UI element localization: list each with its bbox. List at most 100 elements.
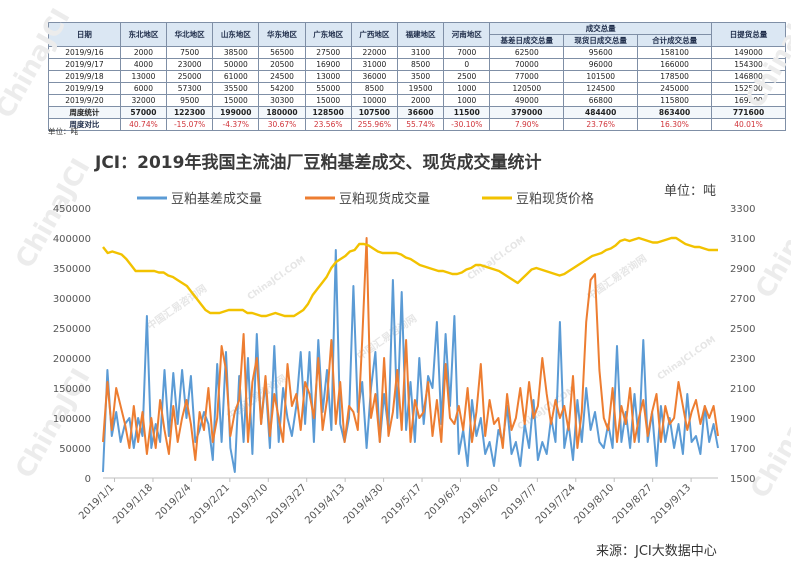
table-cell: 36000	[350, 70, 398, 83]
watermark-text: ChinaJCI	[750, 184, 791, 304]
x-tick-label: 2019/6/3	[423, 482, 463, 522]
table-cell: 55.74%	[396, 118, 445, 131]
table-cell: 24500	[258, 70, 306, 83]
table-cell: 36600	[396, 106, 445, 119]
x-tick-label: 2019/1/18	[111, 482, 155, 526]
table-cell: 8500	[350, 82, 398, 95]
y-right-tick-label: 3100	[730, 234, 755, 245]
table-cell-date: 2019/9/17	[48, 58, 121, 71]
table-body: 2019/9/16 2000 7500 38500 56500 27500 22000 310…	[48, 46, 786, 131]
table-cell: 7.90%	[489, 118, 565, 131]
y-left-tick-label: 150000	[53, 384, 91, 395]
table-cell: 6000	[119, 82, 168, 95]
table-cell-date: 2019/9/18	[48, 70, 121, 83]
table-cell-date: 周度对比	[48, 118, 121, 131]
table-header-total-volume: 成交总量	[489, 22, 713, 35]
table-cell-date: 2019/9/19	[48, 82, 121, 95]
table-cell: 124500	[563, 82, 639, 95]
y-right-tick-label: 2500	[730, 324, 755, 335]
x-tick-label: 2019/7/24	[534, 482, 578, 526]
table-cell-date: 2019/9/20	[48, 94, 121, 107]
y-left-tick-label: 400000	[53, 234, 91, 245]
table-cell: 95600	[563, 46, 639, 59]
table-cell: 120500	[489, 82, 565, 95]
table-cell: 3500	[396, 70, 445, 83]
table-cell: 0	[443, 58, 491, 71]
table-cell: 128500	[304, 106, 352, 119]
table-cell: 31000	[350, 58, 398, 71]
table-cell: 62500	[489, 46, 565, 59]
y-left-tick-label: 50000	[59, 444, 91, 455]
watermark-text: ChinaJCI	[740, 0, 791, 114]
table-cell: 379000	[489, 106, 565, 119]
x-tick-label: 2019/3/10	[226, 482, 270, 526]
table-row: 周度对比 40.74% -15.07% -4.37% 30.67% 23.56% 255.9…	[48, 118, 786, 131]
table-row: 2019/9/18 13000 25000 61000 24500 13000 36000 3…	[48, 70, 786, 83]
table-header-north: 华北地区	[166, 22, 214, 47]
y-left-tick-label: 250000	[53, 324, 91, 335]
x-tick-label: 2019/9/13	[649, 482, 693, 526]
y-right-tick-label: 1700	[730, 444, 755, 455]
table-cell: 61000	[212, 70, 260, 83]
table-cell: -15.07%	[166, 118, 214, 131]
source-note: 来源：JCI大数据中心	[596, 544, 717, 559]
x-tick-label: 2019/8/10	[572, 482, 616, 526]
watermark-text: ChinaJCI.COM	[246, 255, 308, 303]
x-tick-label: 2019/4/30	[342, 482, 386, 526]
table-cell: 122300	[166, 106, 214, 119]
y-right-tick-label: 2700	[730, 294, 755, 305]
table-cell: 54200	[258, 82, 306, 95]
table-cell: 15000	[212, 94, 260, 107]
x-tick-label: 2019/3/27	[265, 482, 309, 526]
legend-label: 豆粕现货价格	[516, 191, 594, 207]
table-row: 周度统计 57000 122300 199000 180000 128500 107500 3…	[48, 106, 786, 119]
watermark-text: ChinaJCI.COM	[656, 335, 718, 383]
table-cell: 27500	[304, 46, 352, 59]
y-left-tick-label: 350000	[53, 264, 91, 275]
y-left-tick-label: 0	[85, 474, 91, 485]
table-cell: 35500	[212, 82, 260, 95]
table-cell: 23.56%	[304, 118, 352, 131]
table-subheader-spot: 现货日成交总量	[563, 34, 639, 47]
y-left-tick-label: 100000	[53, 414, 91, 425]
table-header-east: 华东地区	[258, 22, 306, 47]
table-cell: 50000	[212, 58, 260, 71]
x-tick-label: 2019/5/17	[380, 482, 424, 526]
y-left-tick-label: 200000	[53, 354, 91, 365]
y-right-tick-label: 2900	[730, 264, 755, 275]
legend-label: 豆粕基差成交量	[171, 191, 262, 207]
summary-table: 日期 东北地区 华北地区 山东地区 华东地区 广东地区 广西地区 福建地区 河南…	[48, 22, 786, 131]
table-cell: 15000	[304, 94, 352, 107]
table-cell: 7000	[443, 46, 491, 59]
table-header-date: 日期	[48, 22, 121, 47]
table-cell: 77000	[489, 70, 565, 83]
table-cell: 66800	[563, 94, 639, 107]
series-line-3	[102, 236, 718, 318]
table-cell: 30.67%	[258, 118, 306, 131]
x-tick-label: 2019/4/13	[303, 482, 347, 526]
table-row: 2019/9/20 32000 9500 15000 30300 15000 10000 20…	[48, 94, 786, 107]
table-cell: 19500	[396, 82, 445, 95]
table-cell: 16.30%	[637, 118, 713, 131]
table-row: 2019/9/17 4000 23000 50000 20500 16900 31000 85…	[48, 58, 786, 71]
watermark-text: 中国汇易咨询网	[144, 282, 209, 333]
y-right-tick-label: 1900	[730, 414, 755, 425]
table-cell: 1000	[443, 82, 491, 95]
series-line-2	[102, 237, 719, 461]
table-cell: 146800	[711, 70, 786, 83]
table-cell: -4.37%	[212, 118, 260, 131]
x-tick-label: 2019/2/4	[154, 482, 194, 522]
y-right-tick-label: 1500	[730, 474, 755, 485]
table-subheader-combined: 合计成交总量	[637, 34, 713, 47]
table-cell: 7500	[166, 46, 214, 59]
x-tick-label: 2019/7/7	[500, 482, 540, 522]
table-unit-note: 单位：吨	[48, 127, 78, 136]
table-cell: 255.96%	[350, 118, 398, 131]
x-tick-label: 2019/2/21	[188, 482, 232, 526]
legend-label: 豆粕现货成交量	[339, 191, 430, 207]
y-right-tick-label: 2300	[730, 354, 755, 365]
y-right-tick-label: 3300	[730, 204, 755, 215]
x-tick-label: 2019/6/20	[457, 482, 501, 526]
unit-label: 单位：吨	[664, 184, 716, 199]
